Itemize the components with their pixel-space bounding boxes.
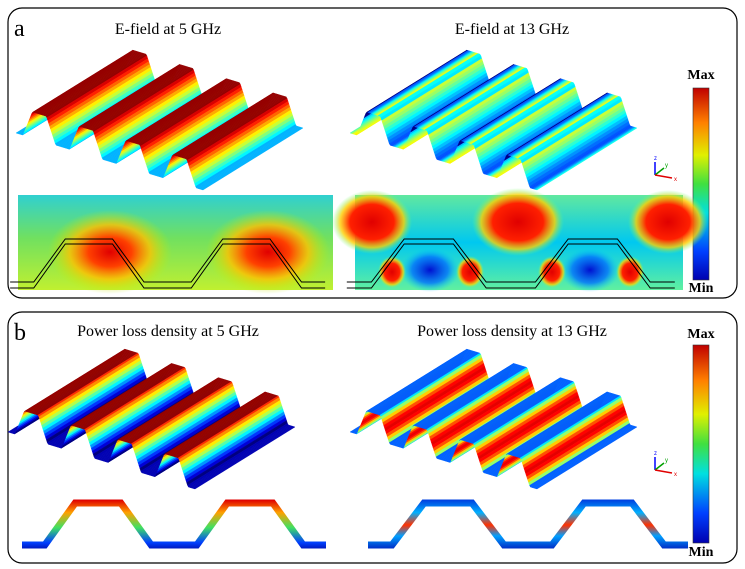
axis-triad: z y x (654, 451, 677, 478)
surface-3d (349, 348, 638, 490)
surface-strip (535, 426, 638, 490)
panel-frame (7, 311, 738, 564)
loss-profile (368, 499, 688, 549)
field-map (18, 195, 333, 294)
panel-label: a (14, 16, 25, 42)
colorbar-min: Min (689, 281, 714, 296)
panel-title: Power loss density at 13 GHz (417, 323, 607, 340)
axis-label: x (674, 177, 677, 183)
panel-title: Power loss density at 5 GHz (77, 323, 259, 340)
surface-strip (193, 426, 296, 490)
profile-outline (346, 238, 675, 283)
colorbar (692, 87, 710, 281)
surface-3d (349, 49, 638, 191)
field-map (332, 188, 708, 292)
axis-triad: z y x (654, 156, 677, 183)
panel-title: E-field at 13 GHz (455, 21, 569, 38)
colorbar (692, 344, 710, 544)
axis-label: z (654, 451, 657, 457)
colorbar-max: Max (687, 68, 714, 83)
panel-title: E-field at 5 GHz (115, 21, 221, 38)
surface-3d (7, 348, 296, 490)
panel-frame (7, 7, 738, 299)
axis-label: y (665, 458, 668, 464)
surface-3d (15, 49, 304, 191)
profile-outline (10, 238, 326, 283)
loss-profile (22, 499, 326, 549)
axis-label: z (654, 156, 657, 162)
surface-strip (535, 127, 638, 191)
axis-label: y (665, 163, 668, 169)
colorbar-max: Max (687, 327, 714, 342)
profile-outline (10, 243, 326, 289)
axis-label: x (674, 472, 677, 478)
surface-strip (201, 127, 304, 191)
colorbar-min: Min (689, 545, 714, 560)
profile-outline (346, 243, 675, 289)
panel-label: b (14, 320, 26, 346)
